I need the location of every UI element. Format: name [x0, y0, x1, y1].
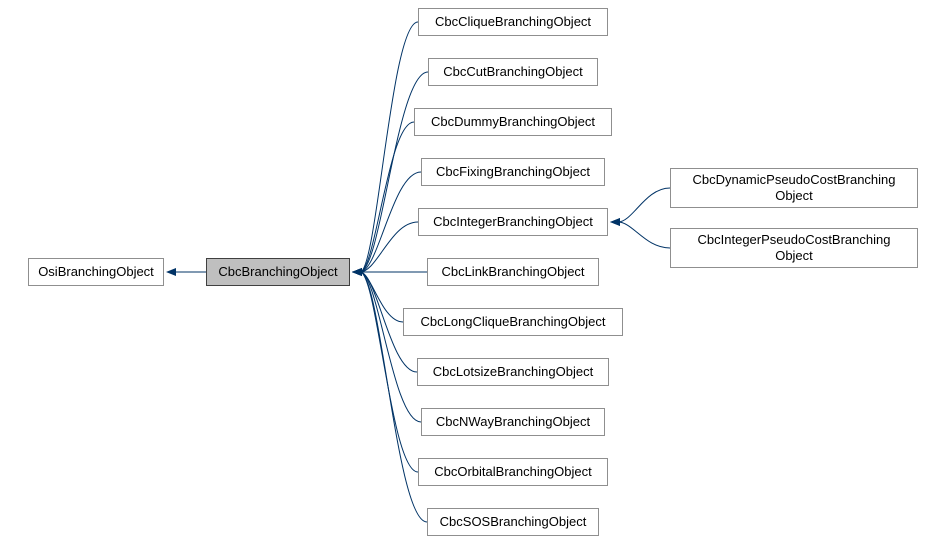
edge-orbital-to-cbc: [360, 272, 418, 472]
node-nway: CbcNWayBranchingObject: [421, 408, 605, 436]
node-orbital: CbcOrbitalBranchingObject: [418, 458, 608, 486]
node-dynpseudo: CbcDynamicPseudoCostBranchingObject: [670, 168, 918, 208]
node-intpseudo: CbcIntegerPseudoCostBranchingObject: [670, 228, 918, 268]
node-label: CbcDynamicPseudoCostBranchingObject: [692, 172, 895, 203]
node-lotsize: CbcLotsizeBranchingObject: [417, 358, 609, 386]
node-label: CbcCutBranchingObject: [443, 64, 582, 80]
node-label: CbcIntegerPseudoCostBranchingObject: [698, 232, 891, 263]
node-integer: CbcIntegerBranchingObject: [418, 208, 608, 236]
node-label: CbcCliqueBranchingObject: [435, 14, 591, 30]
node-osi: OsiBranchingObject: [28, 258, 164, 286]
edge-fixing-to-cbc: [360, 172, 421, 272]
edge-nway-to-cbc: [360, 272, 421, 422]
node-label: CbcLongCliqueBranchingObject: [420, 314, 605, 330]
node-label: CbcDummyBranchingObject: [431, 114, 595, 130]
inheritance-diagram: OsiBranchingObject CbcBranchingObject CbcC…: [0, 0, 933, 544]
node-label: CbcNWayBranchingObject: [436, 414, 590, 430]
node-label: CbcSOSBranchingObject: [440, 514, 587, 530]
node-fixing: CbcFixingBranchingObject: [421, 158, 605, 186]
node-label: CbcLotsizeBranchingObject: [433, 364, 593, 380]
edge-clique-to-cbc: [360, 22, 418, 272]
node-label: OsiBranchingObject: [38, 264, 154, 280]
node-cut: CbcCutBranchingObject: [428, 58, 598, 86]
node-label: CbcFixingBranchingObject: [436, 164, 590, 180]
node-label: CbcOrbitalBranchingObject: [434, 464, 592, 480]
edge-longclique-to-cbc: [360, 272, 403, 322]
node-label: CbcLinkBranchingObject: [441, 264, 584, 280]
edge-intpseudo-to-integer: [618, 222, 670, 248]
node-sos: CbcSOSBranchingObject: [427, 508, 599, 536]
node-link: CbcLinkBranchingObject: [427, 258, 599, 286]
node-label: CbcIntegerBranchingObject: [433, 214, 593, 230]
node-cbc: CbcBranchingObject: [206, 258, 350, 286]
node-dummy: CbcDummyBranchingObject: [414, 108, 612, 136]
edge-dummy-to-cbc: [360, 122, 414, 272]
edge-cut-to-cbc: [360, 72, 428, 272]
node-longclique: CbcLongCliqueBranchingObject: [403, 308, 623, 336]
edge-dynpseudo-to-integer: [618, 188, 670, 222]
node-label: CbcBranchingObject: [218, 264, 337, 280]
edge-integer-to-cbc: [360, 222, 418, 272]
node-clique: CbcCliqueBranchingObject: [418, 8, 608, 36]
